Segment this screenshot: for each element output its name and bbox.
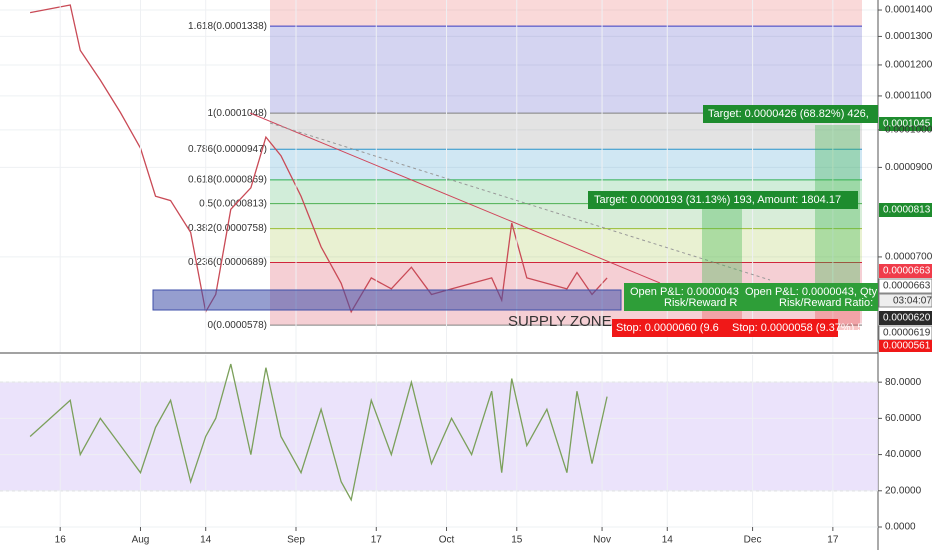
annotation: SUPPLY ZONE	[508, 313, 612, 330]
x-tick-label: 17	[371, 535, 383, 546]
price-tag	[879, 264, 932, 278]
x-tick-label: 14	[662, 535, 674, 546]
y-tick-label: 80.0000	[885, 377, 922, 388]
x-tick-label: 17	[827, 535, 839, 546]
x-tick-label: Oct	[439, 535, 455, 546]
stop-label: Stop: 0.0000060 (9.6	[616, 322, 719, 334]
profit-zone	[702, 196, 742, 287]
y-tick-label: 0.0001400	[885, 5, 932, 16]
trendline	[249, 112, 661, 284]
target-label: Target: 0.0000426 (68.82%) 426,	[708, 108, 869, 120]
label-box	[740, 283, 878, 311]
y-tick-label: 20.0000	[885, 485, 922, 496]
rr-label: Risk/Reward Ratio:	[779, 297, 873, 309]
y-tick-label: 0.0001100	[885, 91, 932, 102]
rr-label: Risk/Reward R	[664, 297, 737, 309]
price-tag	[879, 311, 932, 325]
fib-label: 1(0.0001048)	[208, 108, 268, 119]
price-tag-label: 0.0000663	[883, 266, 931, 277]
y-tick-label: 0.0000700	[885, 252, 932, 263]
price-tag	[879, 117, 932, 131]
rsi-band	[0, 382, 878, 491]
label-box	[728, 319, 838, 337]
x-tick-label: Nov	[593, 535, 611, 546]
label-box	[588, 191, 858, 209]
price-tag-label: 0.0000620	[883, 313, 931, 324]
price-tag	[879, 340, 932, 352]
price-tag-label: 0.0000663	[883, 281, 931, 292]
pnl-label: Open P&L: 0.0000043, Qty	[745, 286, 878, 298]
x-tick-label: 14	[200, 535, 212, 546]
label-box	[624, 283, 742, 311]
y-tick-label: 0.0001000	[885, 125, 932, 136]
y-tick-label: 60.0000	[885, 413, 922, 424]
fib-label: 0.786(0.0000947)	[188, 144, 267, 155]
x-tick-label: 16	[55, 535, 67, 546]
fib-label: 0.618(0.0000869)	[188, 175, 267, 186]
fib-band	[270, 26, 862, 114]
x-tick-label: 15	[511, 535, 523, 546]
x-tick-label: Sep	[287, 535, 305, 546]
fib-band	[270, 228, 862, 263]
pnl-label: Open P&L: 0.0000043	[630, 286, 739, 298]
price-tag	[879, 203, 932, 217]
y-tick-label: 40.0000	[885, 449, 922, 460]
price-tag-label: 0.0000619	[883, 328, 931, 339]
series-line	[29, 363, 608, 502]
label-box	[703, 105, 878, 123]
price-tag-label: 0.0001045	[883, 119, 931, 130]
price-tag	[878, 278, 932, 294]
x-tick-label: Aug	[132, 535, 150, 546]
countdown-label: 03:04:07	[893, 296, 932, 307]
fib-band	[270, 0, 862, 27]
price-tag-label: 0.0000813	[883, 205, 931, 216]
series-line	[29, 4, 608, 314]
fib-label: 0.5(0.0000813)	[199, 198, 267, 209]
x-tick-label: Dec	[744, 535, 762, 546]
y-tick-label: 0.0001200	[885, 60, 932, 71]
y-tick-label: 0.0001300	[885, 31, 932, 42]
price-tag-label: 0.0000561	[883, 341, 931, 352]
target-label: Target: 0.0000193 (31.13%) 193, Amount: …	[594, 194, 841, 206]
fib-label: 1.618(0.0001338)	[188, 21, 267, 32]
supply-zone-box	[152, 289, 622, 311]
price-tag	[878, 293, 932, 308]
y-tick-label: 0.0000	[885, 522, 916, 533]
fib-band	[270, 149, 862, 180]
fib-label: 0(0.0000578)	[208, 320, 268, 331]
label-box	[612, 319, 730, 337]
stop-label: Stop: 0.0000058 (9.37%) 58,	[732, 322, 873, 334]
y-tick-label: 0.0000900	[885, 162, 932, 173]
fib-label: 0.236(0.0000689)	[188, 257, 267, 268]
